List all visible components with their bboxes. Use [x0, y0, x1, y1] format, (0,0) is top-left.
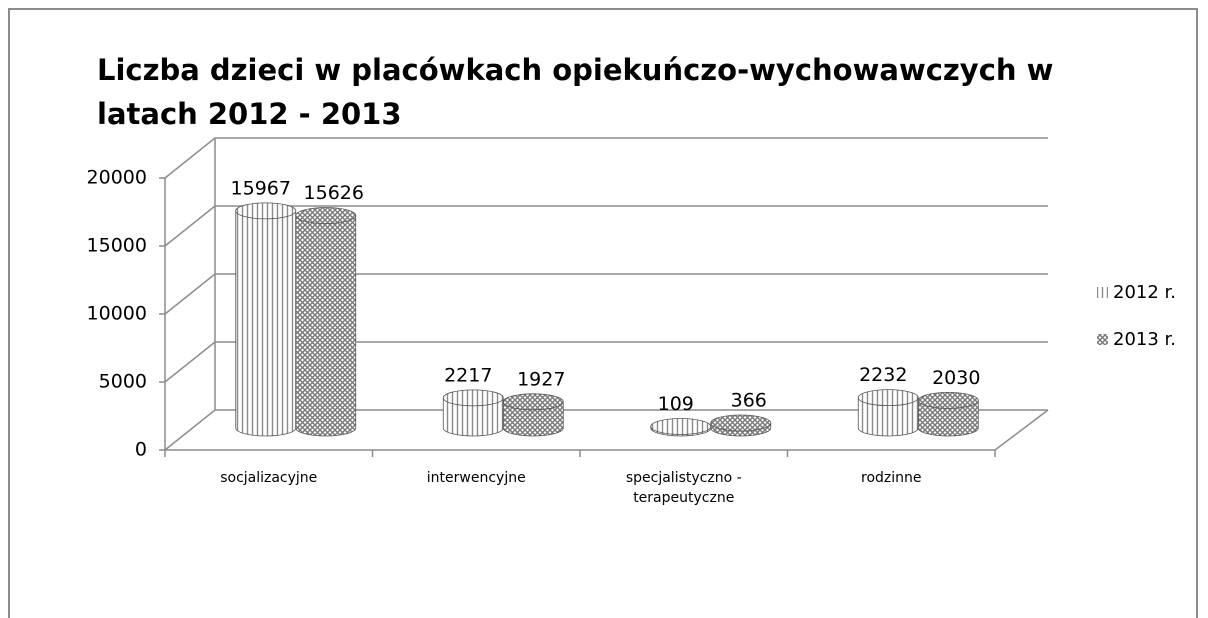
- data-label: 15626: [304, 182, 364, 204]
- cylinder-top: [710, 414, 772, 432]
- data-label: 1927: [517, 368, 565, 390]
- y-tick-label: 0: [135, 439, 147, 461]
- cylinder-body: [502, 401, 564, 437]
- cylinder-body: [235, 210, 297, 437]
- y-tick-label: 10000: [87, 303, 147, 325]
- grid-line: [164, 137, 1048, 179]
- cylinder-body: [442, 397, 504, 437]
- cylinder-body: [857, 397, 919, 437]
- y-tick-label: 5000: [99, 371, 147, 393]
- cylinder-top: [295, 207, 357, 224]
- cylinder-top: [650, 418, 712, 435]
- data-label: 2217: [444, 364, 492, 386]
- chart-frame: [8, 8, 1198, 618]
- data-label: 2232: [859, 364, 907, 386]
- x-tick-label: rodzinne: [861, 470, 922, 486]
- legend-swatch: [1097, 287, 1108, 298]
- y-tick-label: 15000: [87, 235, 147, 257]
- chart-title: Liczba dzieci w placówkach opiekuńczo-wy…: [97, 53, 1054, 131]
- x-tick-label: interwencyjne: [426, 470, 526, 486]
- legend-label: 2013 r.: [1113, 329, 1176, 350]
- data-label: 109: [658, 393, 694, 415]
- legend-label: 2012 r.: [1113, 282, 1176, 303]
- cylinder-body: [295, 215, 357, 437]
- x-tick-label: specjalistyczno - terapeutyczne: [625, 470, 742, 506]
- data-label: 2030: [932, 367, 980, 389]
- cylinder-top: [442, 389, 504, 407]
- x-tick-label: socjalizacyjne: [220, 470, 318, 486]
- cylinder-top: [235, 202, 297, 220]
- cylinder-top: [857, 389, 919, 407]
- data-label: 15967: [231, 177, 291, 199]
- cylinder-top: [502, 393, 564, 411]
- legend-swatch: [1097, 334, 1108, 345]
- y-tick-label: 20000: [87, 167, 147, 189]
- cylinder-body: [917, 399, 979, 437]
- data-label: 366: [731, 390, 767, 412]
- cylinder-top: [917, 391, 979, 409]
